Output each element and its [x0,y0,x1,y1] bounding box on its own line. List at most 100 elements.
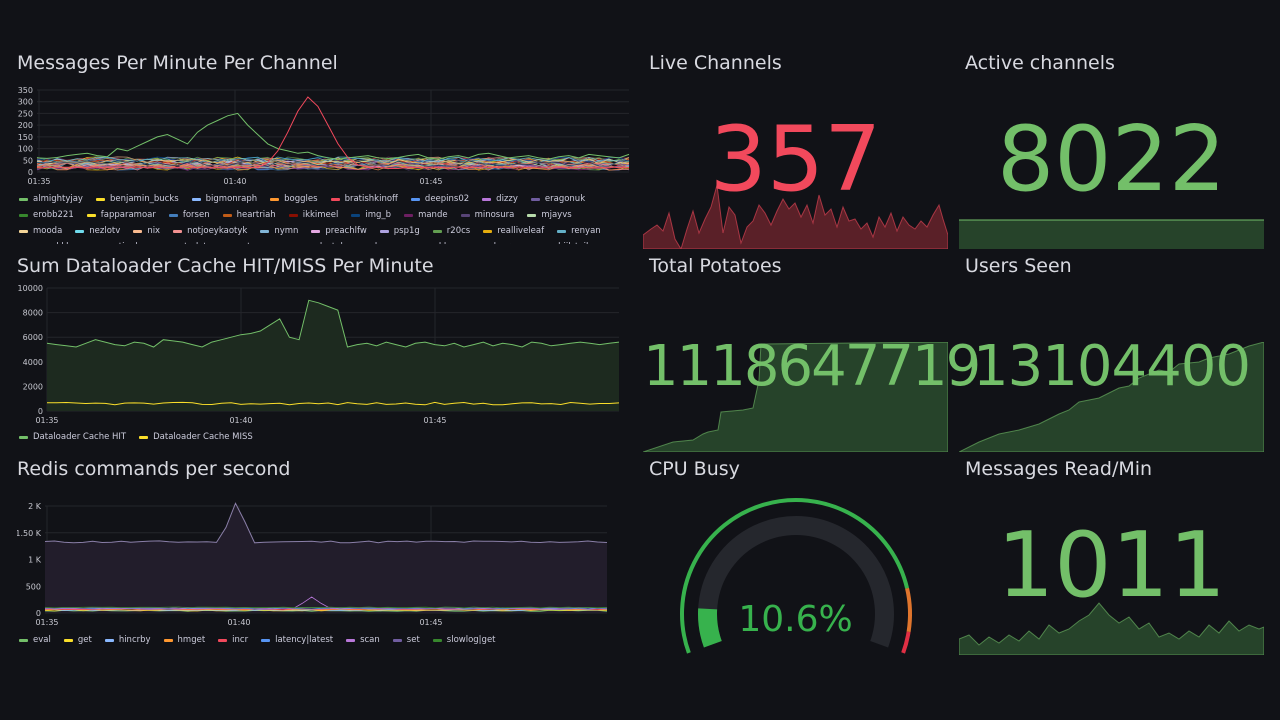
legend-item[interactable]: scan [346,634,380,646]
live-channels-sparkline [643,184,948,249]
cache-legend: Dataloader Cache HIT Dataloader Cache MIS… [19,431,619,445]
legend-item[interactable]: fapparamoar [86,209,156,221]
legend-swatch [483,229,493,233]
y-tick-label: 50 [23,156,33,165]
legend-item[interactable]: nix [133,225,160,237]
legend-label: samukkha [33,242,77,244]
legend-item[interactable]: deepins02 [410,193,469,205]
sparkline-area [643,184,948,249]
y-tick-label: 500 [26,582,41,591]
legend-label: eval [33,635,51,645]
legend-item[interactable]: img_b [351,209,391,221]
series-line [46,401,620,406]
messages-per-minute-panel: Messages Per Minute Per Channel 0 50 100 15… [17,52,632,247]
cache-chart: 0 2000 4000 6000 8000 10000 01:35 01:40 01:45 [18,284,620,425]
legend-item[interactable]: nymn [260,225,298,237]
legend-label: Dataloader Cache HIT [33,432,127,442]
legend-item[interactable]: santipulgaz [90,241,153,244]
legend-item[interactable]: nezlotv [75,225,120,237]
legend-item[interactable]: realliveleaf [483,225,544,237]
panel-title: Messages Read/Min [965,458,1153,480]
legend-swatch [19,213,28,217]
legend-item[interactable]: studytme [166,241,220,244]
legend-item[interactable]: get [63,634,92,646]
legend-item[interactable]: waodwsrm [459,241,519,244]
legend-label: minosura [474,210,515,220]
legend-label: nezlotv [89,226,121,236]
cpu-busy-panel: CPU Busy 10.6% [643,458,948,655]
legend-item[interactable]: dizzy [482,193,518,205]
legend-item[interactable]: webjilstail [532,241,588,244]
legend-item[interactable]: mooda [19,225,62,237]
legend-item[interactable]: tosyuwo [233,241,283,244]
legend-item[interactable]: boggles [270,193,318,205]
series-line [37,96,629,169]
legend-item[interactable]: preachlfw [311,225,367,237]
series-line [36,163,630,171]
legend-swatch [133,229,143,233]
legend-item[interactable]: minosura [460,209,515,221]
series-line [46,299,620,348]
legend-item[interactable]: r20cs [432,225,471,237]
legend-swatch [191,197,201,201]
x-tick-label: 01:40 [223,177,246,184]
legend-swatch [351,213,361,217]
legend-item[interactable]: forsen [168,209,210,221]
legend-item[interactable]: eval [19,634,51,646]
y-tick-label: 150 [18,133,33,142]
x-tick-label: 01:45 [423,416,446,425]
legend-item[interactable]: psp1g [379,225,420,237]
legend-item[interactable]: latency|latest [261,634,333,646]
legend-item[interactable]: vhegnon [356,241,407,244]
legend-swatch [410,197,420,201]
legend-item[interactable]: slowlog|get [432,634,496,646]
legend-label: eragonuk [544,194,586,204]
legend-item[interactable]: mande [404,209,448,221]
legend-item[interactable]: benjamin_bucks [95,193,179,205]
legend-item[interactable]: incr [218,634,248,646]
x-tick-label: 01:45 [419,618,442,627]
legend-item[interactable]: Dataloader Cache HIT [19,431,126,443]
legend-label: bigmonraph [205,194,258,204]
legend-item[interactable]: heartriah [222,209,276,221]
y-tick-label: 100 [18,145,33,154]
legend-swatch [432,229,442,233]
x-tick-label: 01:35 [35,618,58,627]
legend-swatch [168,213,178,217]
sparkline-area [959,220,1264,249]
legend-item[interactable]: mjayvs [527,209,572,221]
legend-swatch [404,213,414,217]
legend-item[interactable]: samukkha [19,241,77,244]
active-channels-sparkline [959,219,1264,249]
legend-label: vkl [434,242,446,244]
legend-item[interactable]: Dataloader Cache MISS [139,431,253,443]
legend-label: bratishkinoff [344,194,398,204]
gauge-track [698,516,894,648]
legend-item[interactable]: ikkimeel [288,209,338,221]
legend-item[interactable]: valestel [296,241,343,244]
legend-swatch [86,213,96,217]
legend-item[interactable]: vkl [420,241,446,244]
legend-label: hmget [177,635,206,645]
legend-item[interactable]: hincrby [104,634,151,646]
legend-item[interactable]: erobb221 [19,209,74,221]
legend-item[interactable]: eragonuk [530,193,586,205]
gauge-threshold-green [680,498,910,654]
y-tick-label: 350 [18,86,33,95]
legend-item[interactable]: bigmonraph [191,193,258,205]
messages-chart: 0 50 100 150 200 250 300 350 01:35 01:40 01:45 [18,86,630,184]
legend-label: get [77,635,92,645]
legend-item[interactable]: notjoeykaotyk [173,225,247,237]
legend-item[interactable]: almightyjay [19,193,83,205]
legend-item[interactable]: bratishkinoff [330,193,398,205]
legend-swatch [104,638,114,642]
legend-item[interactable]: renyan [557,225,601,237]
legend-item[interactable]: set [392,634,420,646]
y-tick-label: 2000 [23,382,43,391]
legend-swatch [530,197,540,201]
legend-item[interactable]: hmget [163,634,206,646]
legend-swatch [527,213,537,217]
legend-label: r20cs [446,226,471,236]
legend-label: forsen [182,210,210,220]
live-channels-value: 357 [709,107,882,212]
